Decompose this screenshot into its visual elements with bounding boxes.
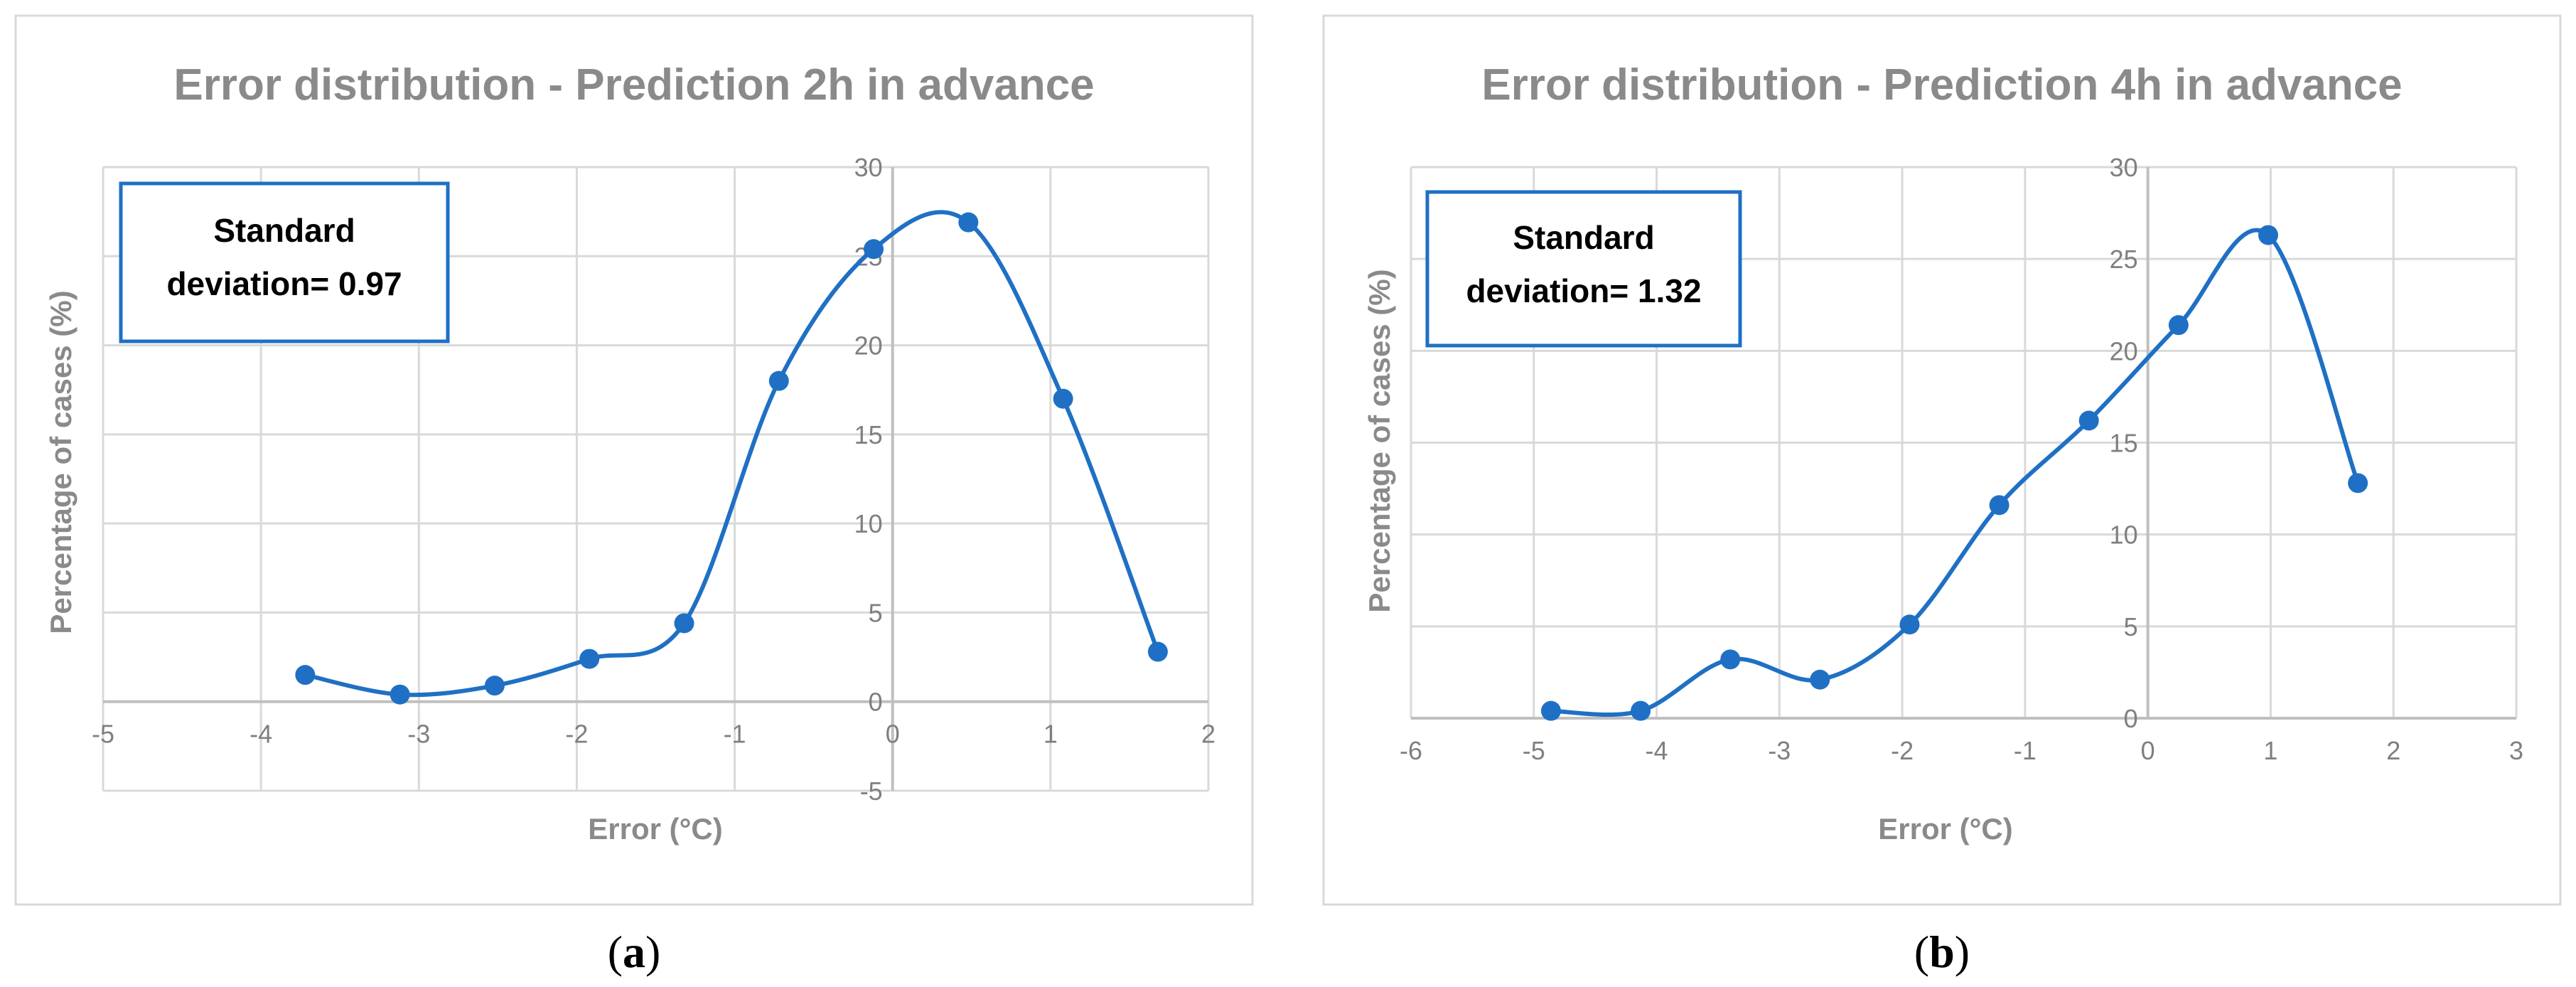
chart-b-x-tick-label: -4 (1646, 736, 1668, 765)
chart-a-y-tick-labels: -5051015202530 (854, 153, 883, 806)
chart-a-y-tick-label: 0 (869, 688, 883, 717)
chart-b-frame (1322, 14, 2562, 906)
chart-a-data-point (579, 649, 600, 669)
chart-b-data-point (1899, 614, 1920, 635)
chart-a-axes (103, 167, 1208, 791)
chart-a-annotation-line2: deviation= 0.97 (166, 265, 402, 302)
chart-a-x-tick-label: 1 (1043, 720, 1058, 749)
chart-a-points (295, 212, 1168, 705)
chart-b-data-point (1989, 495, 2009, 516)
chart-a-x-tick-label: -2 (565, 720, 588, 749)
chart-a: Error distribution - Prediction 2h in ad… (14, 14, 1254, 977)
chart-b-data-point (1810, 669, 1830, 690)
chart-b-x-tick-labels: -6 -5 -4 -3 -2 -1 0 1 2 3 (1400, 736, 2523, 765)
chart-b: Error distribution - Prediction 4h in ad… (1322, 14, 2562, 977)
chart-a-annotation-line1: Standard (213, 212, 355, 249)
chart-a-y-tick-label: 20 (854, 331, 883, 361)
chart-b-annotation-line2: deviation= 1.32 (1466, 272, 1701, 309)
chart-b-x-axis-label: Error (°C) (1878, 812, 2012, 845)
chart-b-x-tick-label: -2 (1891, 736, 1914, 765)
chart-a-data-point (1147, 641, 1168, 662)
chart-a-x-tick-label: -1 (724, 720, 746, 749)
chart-b-axes (1411, 167, 2516, 720)
chart-b-data-point (1631, 700, 1651, 721)
chart-a-data-point (674, 613, 694, 634)
chart-b-y-tick-label: 0 (2124, 704, 2138, 733)
chart-b-x-tick-label: 0 (2141, 736, 2155, 765)
chart-b-x-tick-label: -3 (1768, 736, 1791, 765)
chart-a-y-tick-label: 30 (854, 153, 883, 182)
chart-b-y-tick-label: 30 (2110, 153, 2138, 182)
chart-b-x-tick-label: 1 (2263, 736, 2277, 765)
chart-a-title: Error distribution - Prediction 2h in ad… (173, 60, 1094, 110)
chart-a-y-tick-label: 5 (869, 598, 883, 627)
chart-b-data-point (2258, 225, 2278, 245)
chart-a-x-tick-label: 0 (886, 720, 900, 749)
chart-a-x-tick-label: -4 (249, 720, 272, 749)
chart-b-data-point (2078, 410, 2099, 431)
chart-a-y-tick-label: 15 (854, 420, 883, 449)
chart-b-x-tick-label: -6 (1400, 736, 1422, 765)
chart-a-y-axis-label: Percentage of cases (%) (44, 290, 77, 634)
chart-b-x-tick-label: -5 (1523, 736, 1545, 765)
chart-a-x-axis-label: Error (°C) (588, 812, 722, 845)
chart-b-data-point (1540, 700, 1561, 721)
chart-b-y-tick-label: 10 (2110, 521, 2138, 550)
chart-b-y-tick-label: 5 (2124, 612, 2138, 641)
chart-a-y-tick-label: 10 (854, 509, 883, 538)
chart-b-x-tick-label: 2 (2386, 736, 2400, 765)
chart-a-frame (14, 14, 1254, 906)
chart-b-title: Error distribution - Prediction 4h in ad… (1481, 60, 2402, 110)
chart-a-y-tick-label: -5 (860, 777, 883, 806)
chart-a-annotation-box: Standard deviation= 0.97 (119, 181, 450, 343)
chart-b-annotation-box: Standard deviation= 1.32 (1425, 190, 1742, 348)
chart-b-y-axis-label: Percentage of cases (%) (1363, 269, 1396, 612)
chart-b-data-point (2168, 315, 2189, 336)
chart-b-annotation-line1: Standard (1513, 219, 1654, 256)
chart-a-data-point (768, 370, 789, 391)
chart-a-data-point (864, 239, 884, 260)
chart-b-y-tick-label: 20 (2110, 336, 2138, 366)
chart-a-caption: (a) (608, 927, 661, 977)
chart-b-x-tick-label: 3 (2509, 736, 2523, 765)
chart-b-points (1540, 225, 2368, 721)
chart-b-y-tick-label: 15 (2110, 429, 2138, 458)
chart-b-data-point (1720, 649, 1741, 670)
chart-a-data-point (958, 212, 979, 233)
chart-a-x-tick-label: 2 (1201, 720, 1215, 749)
chart-a-data-point (484, 676, 505, 696)
chart-b-y-tick-label: 25 (2110, 245, 2138, 274)
chart-a-data-point (1053, 388, 1073, 409)
chart-a-data-point (295, 665, 316, 685)
chart-a-data-point (390, 684, 410, 705)
chart-a-x-tick-label: -5 (92, 720, 114, 749)
chart-b-y-tick-labels: 0 5 10 15 20 25 30 (2110, 153, 2138, 733)
chart-b-x-tick-label: -1 (2014, 736, 2036, 765)
chart-a-x-tick-label: -3 (407, 720, 430, 749)
chart-a-x-tick-labels: -5 -4 -3 -2 -1 0 1 2 (92, 720, 1215, 749)
chart-b-data-point (2348, 473, 2368, 494)
chart-b-caption: (b) (1914, 927, 1970, 977)
